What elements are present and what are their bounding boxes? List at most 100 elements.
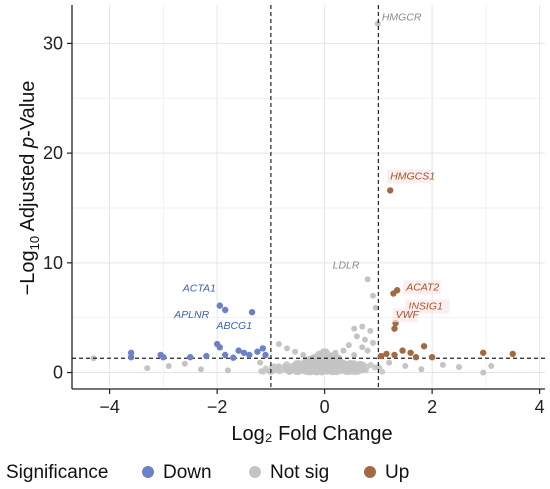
point-not-sig: [357, 367, 364, 374]
legend-key-up: [364, 466, 376, 478]
gene-label-bg: [403, 280, 441, 295]
point-up: [412, 353, 420, 361]
point-down: [216, 302, 224, 309]
point-up: [383, 350, 390, 358]
point-not-sig: [364, 276, 371, 283]
legend-key-not-sig: [249, 466, 261, 478]
point-down: [235, 347, 242, 354]
point-not-sig: [144, 365, 151, 372]
point-not-sig: [181, 360, 188, 367]
point-not-sig: [359, 323, 366, 330]
point-down: [127, 349, 135, 356]
x-tick-label: −2: [207, 397, 228, 417]
x-tick-label: −4: [99, 397, 120, 417]
point-not-sig: [402, 362, 409, 369]
point-not-sig: [321, 349, 328, 356]
x-tick-label: 0: [320, 397, 330, 417]
gene-label: VWF: [396, 309, 420, 321]
gene-label-bg: [392, 308, 418, 323]
significant-points: [127, 187, 516, 361]
point-not-sig: [275, 341, 282, 348]
gene-labels: HMGCRHMGCS1LDLRACAT2INSIG1VWFACTA1APLNRA…: [173, 12, 450, 332]
point-not-sig: [353, 333, 360, 340]
legend-label-down: Down: [163, 462, 212, 483]
point-down: [230, 354, 237, 361]
point-not-sig: [361, 336, 368, 343]
point-not-sig: [418, 366, 425, 373]
y-tick-label: 10: [43, 253, 63, 273]
point-down: [240, 349, 248, 356]
point-not-sig: [198, 366, 204, 373]
point-not-sig: [328, 357, 335, 364]
legend-label-up: Up: [385, 462, 409, 483]
point-not-sig: [488, 362, 495, 369]
point-not-sig: [480, 369, 487, 376]
point-not-sig: [306, 365, 313, 372]
point-down: [216, 344, 224, 351]
point-not-sig: [283, 361, 290, 368]
point-up: [407, 349, 414, 356]
point-not-sig: [332, 349, 339, 356]
gene-label-bg: [387, 169, 431, 184]
point-down: [221, 306, 229, 314]
point-not-sig: [372, 304, 379, 311]
point-not-sig: [364, 347, 371, 354]
point-not-sig: [456, 364, 462, 371]
point-not-sig: [316, 361, 323, 368]
point-up: [387, 187, 394, 194]
y-axis-title: −Log10 Adjusted p-Value: [17, 81, 42, 296]
point-not-sig: [314, 352, 321, 359]
point-not-sig: [224, 367, 231, 374]
point-not-sig: [370, 292, 376, 299]
gene-label: HMGCS1: [390, 170, 435, 182]
gridlines: [72, 5, 545, 389]
point-down: [160, 353, 167, 361]
x-axis-title: Log₂ Fold Change: [231, 423, 392, 445]
point-not-sig: [284, 345, 290, 352]
legend-label-not-sig: Not sig: [270, 462, 329, 483]
point-not-sig: [300, 351, 307, 358]
point-not-sig: [439, 361, 446, 368]
legend-key-down: [142, 466, 154, 478]
point-not-sig: [321, 366, 328, 373]
point-not-sig: [292, 348, 299, 355]
y-tick-label: 0: [53, 363, 63, 383]
point-down: [248, 309, 256, 316]
point-not-sig: [367, 327, 374, 334]
point-not-sig: [297, 365, 304, 372]
point-not-sig: [376, 364, 383, 371]
point-up: [428, 353, 436, 361]
point-not-sig: [374, 20, 381, 27]
gene-label: ACAT2: [405, 281, 439, 293]
point-not-sig: [364, 363, 371, 370]
point-not-sig: [370, 339, 376, 346]
point-down: [262, 351, 269, 359]
point-up: [391, 325, 398, 332]
point-down: [254, 348, 261, 355]
point-not-sig: [303, 357, 310, 364]
legend: Significance Down Not sig Up: [6, 462, 409, 483]
point-not-sig: [386, 359, 393, 366]
threshold-lines: [72, 5, 545, 389]
gene-label: ACTA1: [182, 283, 216, 295]
point-not-sig: [347, 366, 354, 373]
point-up: [479, 349, 487, 356]
point-not-sig: [286, 368, 293, 375]
point-up: [391, 351, 398, 359]
axes: −4 −2 0 2 4 0 10 20 30: [43, 5, 545, 417]
not-sig-points: [90, 20, 495, 376]
point-not-sig: [275, 365, 282, 372]
point-up: [377, 352, 385, 360]
gene-label: ABCG1: [215, 320, 252, 332]
point-not-sig: [337, 358, 344, 365]
point-not-sig: [333, 368, 340, 375]
point-down: [187, 353, 194, 361]
point-down: [246, 351, 253, 359]
x-tick-label: 2: [427, 397, 437, 417]
point-down: [127, 353, 135, 361]
point-not-sig: [260, 368, 267, 375]
point-not-sig: [268, 363, 275, 370]
x-tick-label: 4: [535, 397, 545, 417]
gene-label: LDLR: [333, 259, 360, 271]
